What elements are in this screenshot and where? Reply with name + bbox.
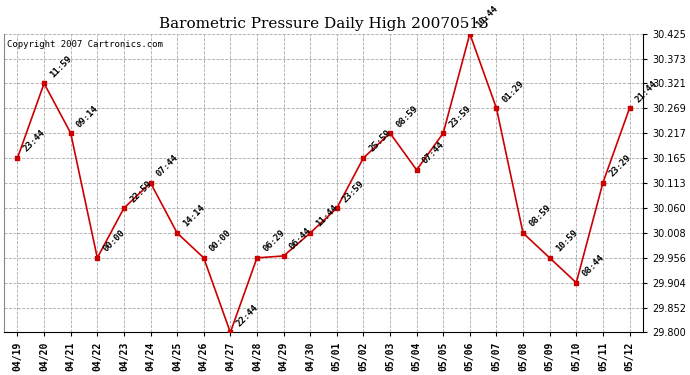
- Text: 23:29: 23:29: [607, 153, 633, 178]
- Text: 10:59: 10:59: [554, 228, 579, 254]
- Point: [571, 280, 582, 286]
- Point: [65, 130, 76, 136]
- Text: 00:00: 00:00: [101, 228, 127, 254]
- Point: [305, 230, 316, 236]
- Point: [225, 329, 236, 335]
- Text: 08:44: 08:44: [580, 253, 606, 279]
- Point: [145, 180, 156, 186]
- Point: [464, 31, 475, 37]
- Text: 11:44: 11:44: [315, 204, 339, 229]
- Point: [384, 130, 395, 136]
- Text: 11:59: 11:59: [48, 54, 74, 79]
- Point: [624, 105, 635, 111]
- Text: 07:44: 07:44: [421, 140, 446, 166]
- Point: [518, 230, 529, 236]
- Point: [491, 105, 502, 111]
- Point: [39, 80, 50, 86]
- Point: [331, 205, 342, 211]
- Point: [198, 255, 209, 261]
- Text: 07:44: 07:44: [155, 153, 180, 178]
- Point: [92, 255, 103, 261]
- Point: [598, 180, 609, 186]
- Text: 22:44: 22:44: [235, 303, 260, 328]
- Point: [278, 253, 289, 259]
- Text: 08:59: 08:59: [527, 204, 553, 229]
- Point: [358, 155, 369, 161]
- Text: 23:59: 23:59: [447, 104, 473, 129]
- Text: 22:59: 22:59: [128, 178, 153, 204]
- Point: [251, 255, 262, 261]
- Text: 06:44: 06:44: [288, 226, 313, 252]
- Text: 21:44: 21:44: [633, 79, 659, 104]
- Point: [12, 155, 23, 161]
- Text: 09:14: 09:14: [75, 104, 100, 129]
- Text: 14:14: 14:14: [181, 204, 207, 229]
- Point: [544, 255, 555, 261]
- Text: 25:59: 25:59: [368, 129, 393, 154]
- Text: Copyright 2007 Cartronics.com: Copyright 2007 Cartronics.com: [8, 40, 164, 49]
- Text: 23:44: 23:44: [21, 129, 47, 154]
- Point: [172, 230, 183, 236]
- Text: 00:00: 00:00: [208, 228, 233, 254]
- Point: [411, 167, 422, 173]
- Text: 06:29: 06:29: [261, 228, 286, 254]
- Text: 10:44: 10:44: [474, 4, 500, 30]
- Point: [437, 130, 448, 136]
- Title: Barometric Pressure Daily High 20070513: Barometric Pressure Daily High 20070513: [159, 17, 489, 31]
- Text: 23:59: 23:59: [341, 178, 366, 204]
- Point: [119, 205, 130, 211]
- Text: 01:29: 01:29: [501, 79, 526, 104]
- Text: 08:59: 08:59: [394, 104, 420, 129]
